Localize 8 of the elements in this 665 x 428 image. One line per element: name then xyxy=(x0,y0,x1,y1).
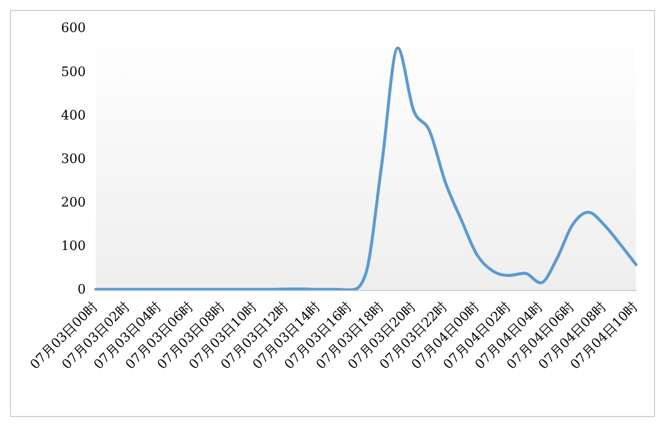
line-series xyxy=(94,46,638,290)
y-tick-label: 0 xyxy=(78,282,86,298)
y-tick-label: 500 xyxy=(60,64,86,80)
y-tick-label: 600 xyxy=(60,21,86,36)
y-tick-label: 100 xyxy=(60,239,86,254)
y-tick-label: 200 xyxy=(60,196,86,211)
y-tick-label: 400 xyxy=(60,108,86,124)
y-tick-label: 300 xyxy=(60,152,86,167)
